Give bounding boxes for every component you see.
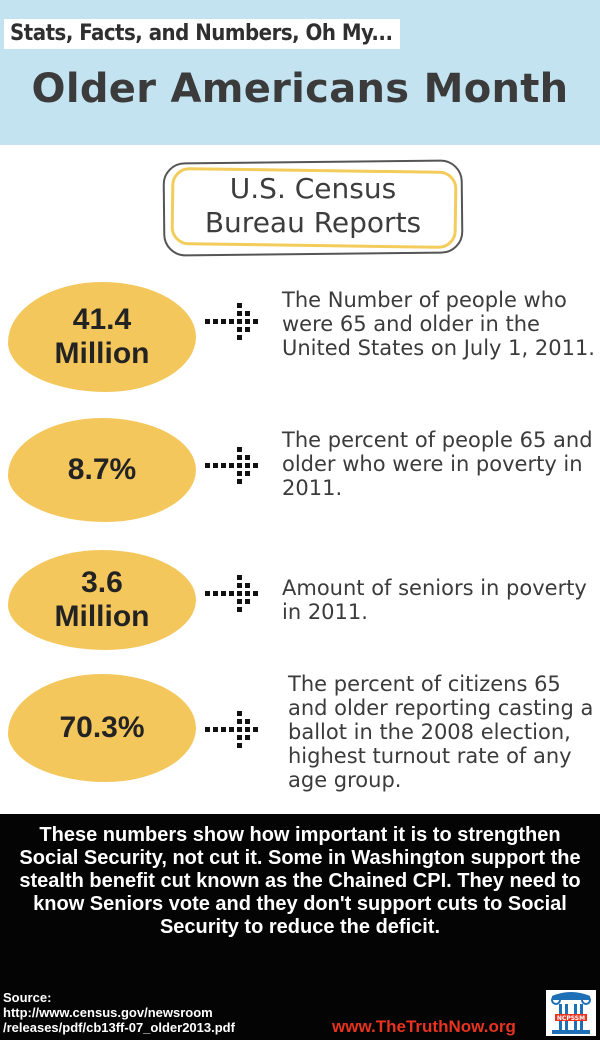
census-box-text: U.S. Census Bureau Reports — [163, 172, 463, 240]
tagline: Stats, Facts, and Numbers, Oh My... — [4, 19, 401, 49]
stat-value-line1: 70.3% — [59, 711, 145, 744]
source-citation: Source: http://www.census.gov/newsroom /… — [3, 990, 235, 1035]
website-link[interactable]: www.TheTruthNow.org — [332, 1017, 516, 1036]
dotted-arrow-icon — [205, 303, 258, 340]
stat-value-line1: 8.7% — [67, 453, 137, 486]
stat-value-blob: 3.6 Million — [8, 550, 196, 650]
footer-panel: These numbers show how important it is t… — [0, 814, 600, 1040]
census-box: U.S. Census Bureau Reports — [162, 159, 464, 257]
header-banner: Stats, Facts, and Numbers, Oh My... Olde… — [0, 0, 600, 145]
dotted-arrow-icon — [205, 711, 258, 748]
dotted-arrow-icon — [205, 575, 258, 612]
stat-description: The Number of people who were 65 and old… — [282, 288, 595, 360]
stat-description: The percent of citizens 65 and older rep… — [288, 672, 594, 792]
ncpssm-logo: NCPSSM — [546, 990, 596, 1036]
stat-description: Amount of seniors in poverty in 2011. — [282, 576, 587, 624]
census-line-2: Bureau Reports — [204, 206, 422, 239]
stat-value-blob: 41.4 Million — [8, 282, 196, 392]
stat-value-line1: 41.4 — [72, 303, 132, 336]
census-line-1: U.S. Census — [229, 172, 397, 205]
page-title: Older Americans Month — [31, 66, 569, 112]
dotted-arrow-icon — [205, 447, 258, 484]
source-url-line1[interactable]: http://www.census.gov/newsroom — [3, 1005, 213, 1020]
footer-message: These numbers show how important it is t… — [19, 824, 581, 938]
source-label: Source: — [3, 990, 52, 1005]
stat-description: The percent of people 65 and older who w… — [282, 428, 593, 500]
stat-value-blob: 70.3% — [8, 674, 196, 782]
svg-text:NCPSSM: NCPSSM — [557, 1015, 585, 1022]
stat-value-line2: Million — [54, 337, 150, 370]
stat-value-line2: Million — [54, 600, 150, 633]
source-url-line2[interactable]: /releases/pdf/cb13ff-07_older2013.pdf — [3, 1020, 235, 1035]
stat-value-line1: 3.6 — [81, 566, 123, 599]
stat-value-blob: 8.7% — [8, 418, 196, 522]
